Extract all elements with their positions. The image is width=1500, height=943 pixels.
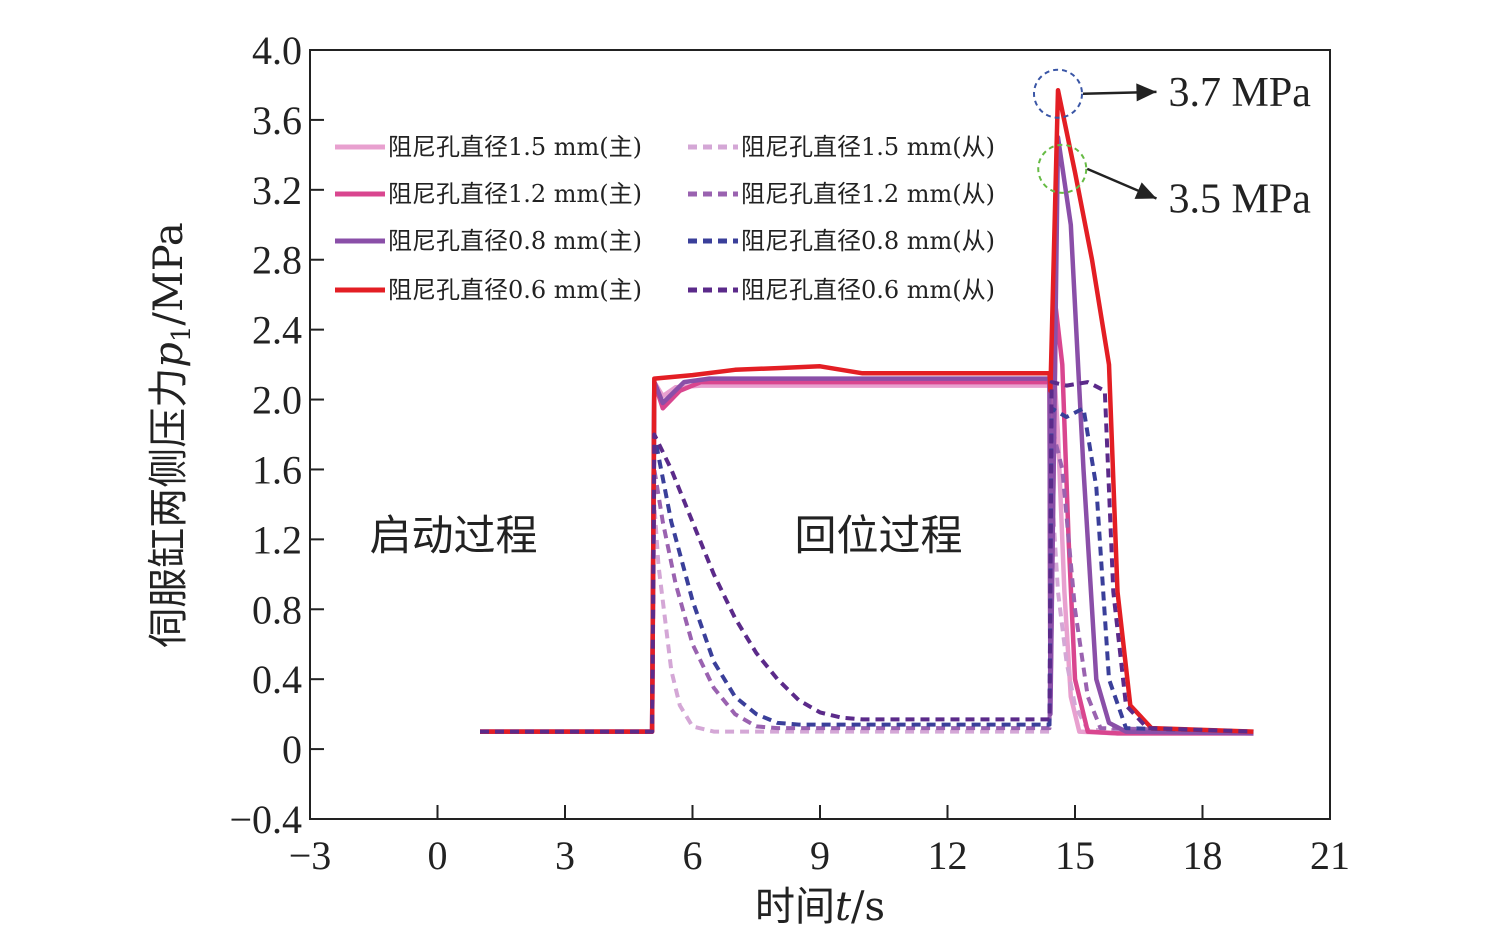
annotation-label: 3.5 MPa	[1169, 177, 1312, 223]
y-axis-title-sub: 1	[167, 326, 197, 343]
series-line	[480, 484, 1254, 734]
y-axis-title-var: p	[146, 342, 192, 368]
x-axis-title-var: t	[835, 884, 852, 930]
legend-label: 阻尼孔直径1.2 mm(主)	[388, 180, 642, 208]
y-tick-label: 1.2	[252, 517, 302, 562]
series-layer	[480, 87, 1254, 736]
x-axis-title-suffix: /s	[851, 884, 885, 930]
y-tick-label: 2.8	[252, 238, 302, 283]
annotation-arrowhead	[1134, 182, 1157, 199]
x-tick-label: 0	[428, 833, 448, 878]
series-line	[480, 423, 1254, 734]
region-labels: 启动过程 回位过程	[370, 511, 963, 560]
series-line	[480, 135, 1254, 736]
y-tick-label: 3.2	[252, 168, 302, 213]
y-axis-title: 伺服缸两侧压力p1/MPa	[146, 222, 197, 648]
series-line	[480, 87, 1254, 734]
legend-label: 阻尼孔直径1.5 mm(从)	[741, 133, 995, 161]
x-tick-label: 21	[1310, 833, 1350, 878]
x-tick-label: 12	[928, 833, 968, 878]
y-tick-label: 0	[282, 727, 302, 772]
y-tick-label: 1.6	[252, 447, 302, 492]
legend-label: 阻尼孔直径0.6 mm(从)	[741, 276, 995, 304]
annotation-circle	[1037, 143, 1088, 194]
x-axis-ticks: −3 0 3 6 9 12 15 18 21	[289, 805, 1350, 878]
legend-label: 阻尼孔直径0.8 mm(主)	[388, 227, 642, 255]
legend-label: 阻尼孔直径1.2 mm(从)	[741, 180, 995, 208]
y-tick-label: 4.0	[252, 28, 302, 73]
y-axis-title-suffix: /MPa	[146, 222, 192, 325]
legend-label: 阻尼孔直径0.6 mm(主)	[388, 276, 642, 304]
series-line	[480, 380, 1254, 734]
y-axis-ticks: −0.4 0 0.4 0.8 1.2 1.6 2.0 2.4 2.8 3.2 3.6 4.0	[229, 28, 324, 842]
annotation-circle	[1033, 68, 1083, 119]
x-tick-label: 3	[555, 833, 575, 878]
x-axis-title: 时间t/s	[755, 884, 885, 930]
y-axis-title-prefix: 伺服缸两侧压力	[146, 368, 192, 648]
y-tick-label: 0.4	[252, 657, 302, 702]
region-label: 启动过程	[370, 511, 538, 560]
y-tick-label: 3.6	[252, 98, 302, 143]
y-tick-label: 0.8	[252, 587, 302, 632]
legend: 阻尼孔直径1.5 mm(主) 阻尼孔直径1.5 mm(从) 阻尼孔直径1.2 mm(…	[335, 133, 995, 304]
legend-label: 阻尼孔直径0.8 mm(从)	[741, 227, 995, 255]
series-line	[480, 406, 1254, 734]
plot-frame	[309, 49, 1331, 820]
x-tick-label: 9	[810, 833, 830, 878]
annotation-label: 3.7 MPa	[1169, 70, 1312, 116]
y-tick-label: 2.0	[252, 378, 302, 423]
x-tick-label: −3	[289, 833, 332, 878]
x-tick-label: 18	[1183, 833, 1223, 878]
region-label: 回位过程	[795, 511, 963, 560]
annotations: 3.7 MPa 3.5 MPa	[1033, 68, 1312, 223]
x-tick-label: 15	[1055, 833, 1095, 878]
y-tick-label: −0.4	[229, 797, 302, 842]
annotation-arrowhead	[1136, 83, 1157, 102]
x-tick-label: 6	[683, 833, 703, 878]
x-axis-title-prefix: 时间	[755, 884, 835, 930]
y-tick-label: 2.4	[252, 308, 302, 353]
legend-label: 阻尼孔直径1.5 mm(主)	[388, 133, 642, 161]
